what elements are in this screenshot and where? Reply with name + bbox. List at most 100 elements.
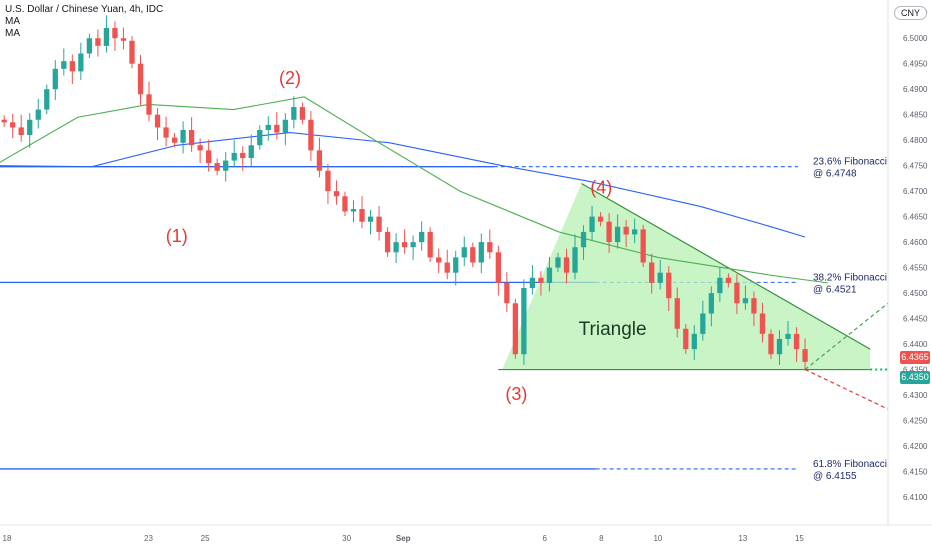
price-tick-label: 6.4100 <box>903 493 928 502</box>
candle-body <box>785 333 791 339</box>
time-tick-label: 13 <box>738 534 747 543</box>
price-tick-label: 6.4950 <box>903 60 928 69</box>
wave-label: (2) <box>279 68 301 88</box>
candle-body <box>137 63 144 95</box>
ma-fast-line <box>0 96 828 284</box>
candle-body <box>103 28 110 46</box>
candle-body <box>470 247 476 263</box>
price-tick-label: 6.4600 <box>903 238 928 247</box>
candle-body <box>367 216 374 222</box>
candle-body <box>410 242 416 248</box>
price-tick-label: 6.4550 <box>903 264 928 273</box>
ma-slow-line <box>0 131 806 238</box>
candle-body <box>231 152 237 161</box>
candle-body <box>529 277 536 288</box>
candle-body <box>291 107 297 120</box>
candle-body <box>793 333 800 350</box>
fib-label: 38.2% Fibonacci <box>813 272 887 283</box>
candle-body <box>282 119 288 133</box>
candle-body <box>197 145 203 151</box>
current-price-tag: 6.4365 <box>900 350 930 364</box>
price-axis: 6.4100 6.4150 6.4200 6.4250 6.4300 6.4350 6.44… <box>887 0 932 525</box>
candle-body <box>649 262 655 283</box>
price-tick-label: 6.4200 <box>903 442 928 451</box>
candle-body <box>316 150 323 171</box>
candle-body <box>154 114 161 128</box>
candle-body <box>27 119 33 136</box>
candle-body <box>444 262 450 273</box>
candle-body <box>308 119 314 151</box>
chart-legend: U.S. Dollar / Chinese Yuan, 4h, IDC MA M… <box>5 4 163 40</box>
candle-body <box>44 89 50 110</box>
price-tick-label: 6.4150 <box>903 467 928 476</box>
ma-legend-1[interactable]: MA <box>5 16 20 27</box>
candle-body <box>683 328 689 350</box>
fib-value-label: @ 6.4521 <box>813 284 857 295</box>
candle-body <box>614 226 621 243</box>
time-tick-label: Sep <box>396 534 411 543</box>
symbol-title[interactable]: U.S. Dollar / Chinese Yuan, 4h, IDC <box>5 4 164 15</box>
candle-body <box>112 28 118 39</box>
time-axis: 18232530Sep6810131520222729 <box>0 524 932 543</box>
price-tick-label: 6.4250 <box>903 417 928 426</box>
candle-body <box>734 282 740 304</box>
fib-value-label: @ 6.4155 <box>813 471 857 482</box>
moving-averages <box>0 96 828 284</box>
candle-body <box>61 61 67 69</box>
candle-body <box>504 282 510 304</box>
candle-body <box>666 272 672 299</box>
candle-body <box>546 267 553 283</box>
candle-body <box>129 40 135 64</box>
ma-legend-2[interactable]: MA <box>5 28 20 39</box>
time-tick-label: 10 <box>653 534 662 543</box>
support-price-tag: 6.4350 <box>900 370 930 384</box>
candle-body <box>401 242 408 248</box>
candle-body <box>419 231 425 243</box>
candle-body <box>180 129 186 143</box>
candle-body <box>52 68 58 90</box>
candle-body <box>1 119 7 123</box>
candle-body <box>436 257 442 263</box>
candle-body <box>623 226 629 235</box>
price-tick-label: 6.5000 <box>903 34 928 43</box>
candle-body <box>393 242 399 253</box>
price-tick-label: 6.4350 <box>903 366 928 375</box>
price-tick-label: 6.4850 <box>903 111 928 120</box>
candle-body <box>751 298 757 314</box>
candle-body <box>487 242 493 253</box>
price-tick-label: 6.4500 <box>903 289 928 298</box>
candle-body <box>768 333 774 355</box>
price-tick-label: 6.4400 <box>903 340 928 349</box>
candle-body <box>206 150 212 164</box>
candle-body <box>640 229 646 263</box>
candle-body <box>674 298 680 329</box>
candle-body <box>521 287 527 355</box>
time-tick-label: 8 <box>599 534 604 543</box>
triangle-resistance-edge <box>581 182 871 350</box>
candle-body <box>146 94 152 115</box>
candle-body <box>776 338 783 355</box>
candle-body <box>86 38 93 54</box>
time-tick-label: 23 <box>144 534 153 543</box>
time-tick-label: 25 <box>201 534 210 543</box>
candle-body <box>461 247 467 258</box>
candle-body <box>555 257 561 268</box>
wave-label: (3) <box>505 384 527 404</box>
candle-body <box>333 191 340 197</box>
candle-body <box>171 137 178 143</box>
candles <box>1 15 808 371</box>
wave-label: (1) <box>166 226 188 246</box>
currency-badge[interactable]: CNY <box>893 6 927 20</box>
candle-body <box>495 252 501 283</box>
price-tick-label: 6.4750 <box>903 162 928 171</box>
candle-body <box>18 127 24 136</box>
candle-body <box>759 313 766 334</box>
candle-body <box>120 38 127 41</box>
annotations: (1)(2)(3)(4)(5) <box>166 68 612 404</box>
candle-body <box>427 231 433 258</box>
candle-body <box>700 313 706 334</box>
candle-body <box>563 257 570 273</box>
candle-body <box>717 277 723 294</box>
candle-body <box>299 107 306 120</box>
